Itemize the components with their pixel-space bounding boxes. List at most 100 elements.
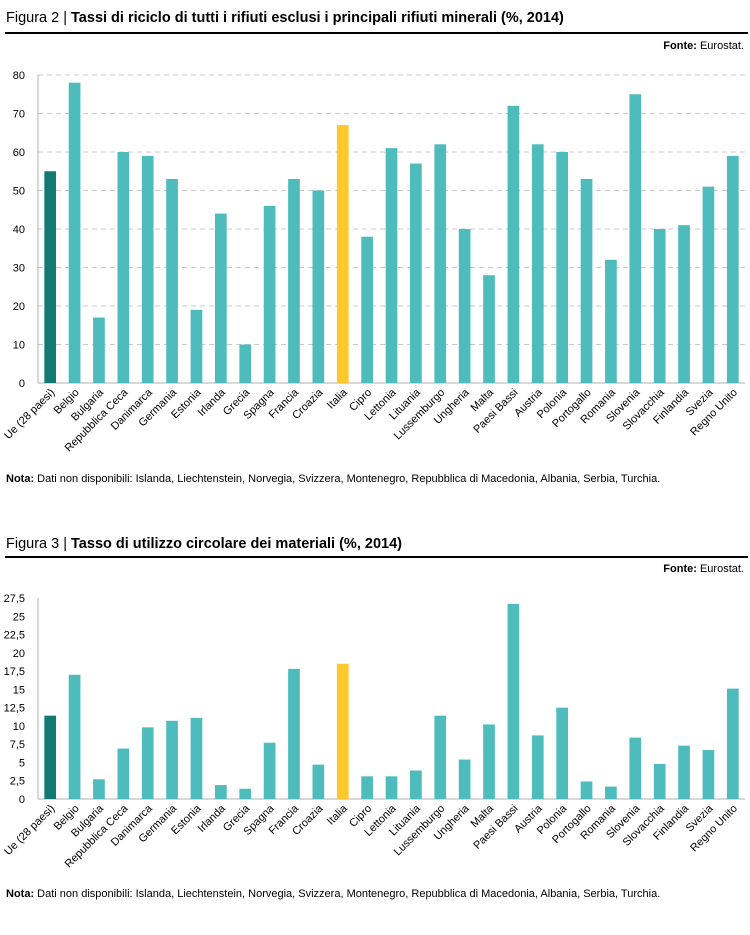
bar-bulgaria	[93, 317, 105, 383]
figure-3-source-label: Fonte:	[663, 563, 697, 575]
bar-estonia	[190, 717, 203, 799]
bar-italia	[336, 663, 349, 799]
bar-francia	[288, 178, 300, 383]
bar-bulgaria	[93, 779, 105, 799]
bar-croazia	[312, 190, 325, 383]
bar-lussemburgo	[434, 144, 447, 383]
figure-3-rule	[5, 556, 748, 558]
bar-belgio	[68, 82, 81, 383]
bar-germania	[166, 178, 178, 383]
bar-irlanda	[214, 785, 227, 799]
bar-malta	[483, 275, 495, 383]
y-tick-label: 12,5	[4, 703, 25, 715]
y-tick-label: 5	[19, 757, 25, 769]
figure-2-source-label: Fonte:	[663, 40, 697, 52]
bar-slovacchia	[653, 763, 666, 799]
x-tick-label: Irlanda	[196, 802, 229, 835]
bar-croazia	[312, 764, 325, 799]
bar-austria	[531, 144, 544, 383]
bar-slovenia	[629, 94, 642, 383]
bar-italia	[336, 125, 349, 384]
figure-2-title: Figura 2 | Tassi di riciclo di tutti i r…	[6, 10, 564, 26]
bar-romania	[605, 786, 617, 799]
y-tick-label: 25	[13, 611, 25, 623]
figure-2-source-value: Eurostat.	[699, 40, 744, 52]
figure-2-rule	[5, 32, 748, 34]
bar-belgio	[68, 674, 81, 799]
bar-germania	[166, 720, 178, 799]
y-tick-label: 60	[13, 147, 25, 159]
bar-lussemburgo	[434, 715, 447, 799]
bar-malta	[483, 724, 495, 799]
bar-ungheria	[458, 229, 471, 383]
figure-3-label: Figura 3 |	[6, 536, 67, 552]
bar-lettonia	[385, 148, 398, 383]
bar-slovenia	[629, 737, 642, 799]
bar-regno-unito	[726, 155, 739, 383]
bar-grecia	[239, 344, 252, 383]
bar-regno-unito	[726, 688, 739, 799]
y-tick-label: 70	[13, 109, 25, 121]
y-tick-label: 50	[13, 186, 25, 198]
y-tick-label: 2,5	[10, 776, 25, 788]
bar-paesi-bassi	[507, 603, 520, 799]
figure-2: Figura 2 | Tassi di riciclo di tutti i r…	[2, 10, 748, 485]
bar-finlandia	[678, 225, 690, 383]
bar-francia	[288, 668, 300, 799]
bar-portogallo	[580, 178, 593, 383]
bar-estonia	[190, 309, 203, 383]
y-tick-label: 0	[19, 794, 25, 806]
bar-spagna	[263, 742, 276, 799]
y-tick-label: 40	[13, 224, 25, 236]
y-tick-label: 17,5	[4, 666, 25, 678]
bar-ue-28-paesi	[44, 715, 57, 799]
figure-3-title-text: Tasso di utilizzo circolare dei material…	[71, 536, 402, 552]
bar-paesi-bassi	[507, 105, 520, 384]
figure-3-note: Nota: Dati non disponibili: Islanda, Lie…	[6, 888, 660, 900]
bar-cipro	[361, 776, 373, 799]
y-tick-label: 20	[13, 301, 25, 313]
bar-grecia	[239, 788, 252, 799]
figure-2-note-label: Nota:	[6, 473, 35, 485]
bar-repubblica-ceca	[117, 152, 130, 383]
figure-3-source-value: Eurostat.	[699, 563, 744, 575]
bar-lituania	[410, 163, 422, 383]
figure-2-source: Fonte: Eurostat.	[663, 40, 744, 52]
bar-irlanda	[214, 213, 227, 383]
bar-ungheria	[458, 759, 471, 799]
bar-cipro	[361, 236, 373, 383]
bar-romania	[605, 259, 617, 383]
bar-danimarca	[141, 727, 154, 799]
bar-austria	[531, 735, 544, 799]
bar-portogallo	[580, 781, 593, 799]
y-tick-label: 30	[13, 263, 25, 275]
figure-2-note-text: Dati non disponibili: Islanda, Liechtens…	[37, 473, 661, 485]
y-tick-label: 0	[19, 378, 25, 390]
bar-slovacchia	[653, 229, 666, 383]
figure-3-source: Fonte: Eurostat.	[663, 563, 744, 575]
figure-3-note-label: Nota:	[6, 888, 35, 900]
bar-polonia	[556, 707, 569, 799]
y-tick-label: 27,5	[4, 593, 25, 605]
bar-spagna	[263, 205, 276, 383]
x-tick-label: Italia	[325, 802, 351, 828]
figure-2-label: Figura 2 |	[6, 10, 67, 26]
figure-3-note-text: Dati non disponibili: Islanda, Liechtens…	[37, 888, 661, 900]
bar-svezia	[702, 186, 715, 383]
bar-ue-28-paesi	[44, 171, 57, 383]
y-tick-label: 10	[13, 340, 25, 352]
y-tick-label: 20	[13, 648, 25, 660]
bar-lettonia	[385, 776, 398, 799]
bar-repubblica-ceca	[117, 748, 130, 799]
figure-3-title: Figura 3 | Tasso di utilizzo circolare d…	[6, 536, 402, 552]
bar-finlandia	[678, 745, 690, 799]
bar-lituania	[410, 770, 422, 799]
y-tick-label: 22,5	[4, 630, 25, 642]
bar-danimarca	[141, 155, 154, 383]
figure-3-bar-chart: 0 2,5 5 7,5 10 12,5 15 17,5 20 22,5 25 27,5 Ue (28 p…	[2, 593, 745, 870]
y-tick-label: 15	[13, 684, 25, 696]
x-tick-label: Ue (28 paesi)	[2, 803, 57, 858]
bar-polonia	[556, 152, 569, 383]
bar-svezia	[702, 750, 715, 799]
